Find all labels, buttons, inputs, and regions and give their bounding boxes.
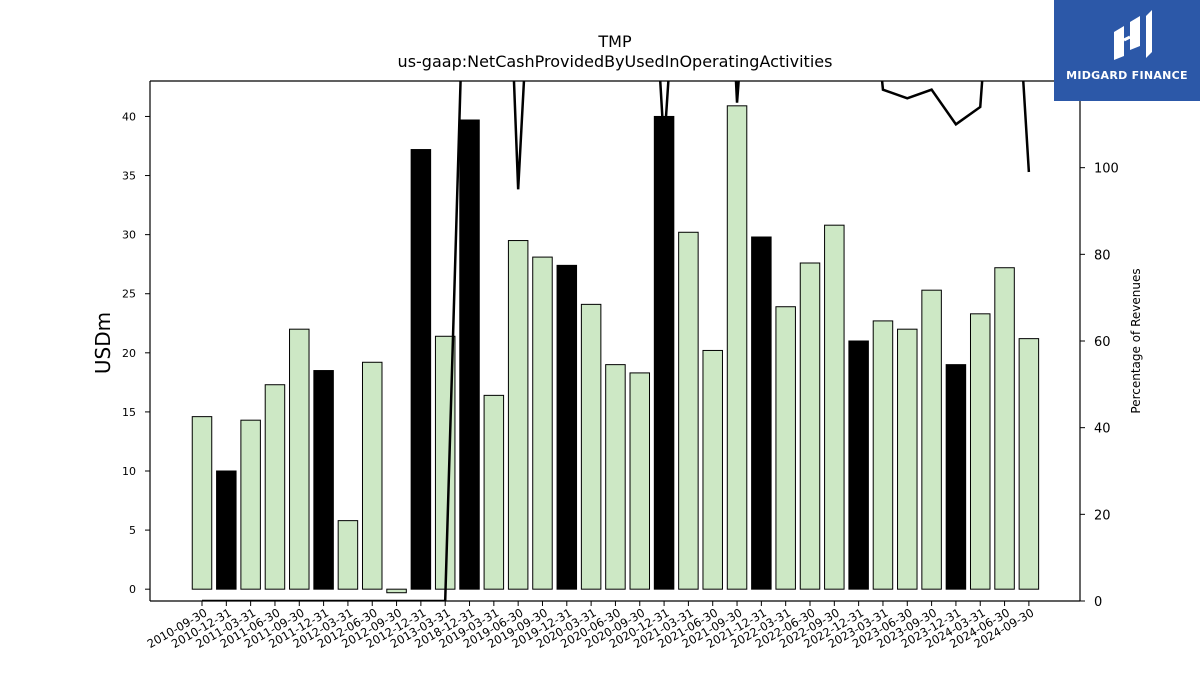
ytick-label-10: 10 <box>122 465 136 478</box>
ytick-label-25: 25 <box>122 288 136 301</box>
brand-logo: MIDGARD FINANCE <box>1054 0 1200 101</box>
midgard-logo-icon <box>1114 10 1152 60</box>
ytick-label-5: 5 <box>129 524 136 537</box>
bar-2021-03-31 <box>678 231 699 590</box>
bar-2024-06-30 <box>994 267 1015 590</box>
ytick-label-30: 30 <box>122 229 136 242</box>
bar-2019-09-30 <box>532 256 553 590</box>
y2tick-label-20: 20 <box>1094 508 1111 523</box>
y2tick-label-100: 100 <box>1094 162 1119 177</box>
bar-2021-09-30 <box>726 105 748 590</box>
bar-2024-03-31 <box>969 313 991 590</box>
bar-2023-12-31 <box>945 364 967 590</box>
bar-2012-09-30 <box>386 588 407 594</box>
ytick-label-15: 15 <box>122 406 136 419</box>
bar-2020-03-31 <box>580 303 602 590</box>
y2tick-label-80: 80 <box>1094 248 1111 263</box>
plot-area <box>191 81 1040 601</box>
ytick-label-0: 0 <box>129 583 136 596</box>
chart-subtitle: us-gaap:NetCashProvidedByUsedInOperating… <box>397 52 833 71</box>
bar-2022-03-31 <box>775 306 796 590</box>
bar-2011-09-30 <box>289 328 310 590</box>
chart-title: TMP <box>598 32 632 51</box>
bar-2023-06-30 <box>897 328 918 590</box>
y-axis-label: USDm <box>91 312 115 374</box>
bar-2012-06-30 <box>361 361 383 590</box>
bar-2020-09-30 <box>629 372 651 590</box>
bar-2023-09-30 <box>921 289 942 590</box>
brand-name: MIDGARD FINANCE <box>1066 69 1188 82</box>
bar-2023-03-31 <box>872 320 894 590</box>
bar-2011-06-30 <box>264 384 286 590</box>
bar-2021-06-30 <box>702 349 723 590</box>
bar-2020-06-30 <box>605 364 626 590</box>
bar-2022-09-30 <box>824 224 845 590</box>
bar-2024-09-30 <box>1018 338 1040 590</box>
bar-2019-06-30 <box>507 240 529 590</box>
ytick-label-35: 35 <box>122 170 136 183</box>
bar-2012-12-31 <box>410 149 432 590</box>
bar-2020-12-31 <box>653 115 675 590</box>
bar-2022-12-31 <box>848 340 869 590</box>
bar-2010-12-31 <box>216 470 237 590</box>
bar-2019-12-31 <box>556 264 578 590</box>
bar-2018-12-31 <box>459 119 480 590</box>
bar-2021-12-31 <box>751 236 772 590</box>
bar-2022-06-30 <box>799 262 821 590</box>
bar-2011-12-31 <box>313 370 334 590</box>
ytick-label-40: 40 <box>122 110 136 123</box>
bar-2012-03-31 <box>337 520 359 590</box>
bar-2010-09-30 <box>191 416 213 590</box>
bar-2011-03-31 <box>240 419 261 590</box>
y2tick-label-40: 40 <box>1094 422 1111 437</box>
bar-2019-03-31 <box>483 394 505 590</box>
y2tick-label-60: 60 <box>1094 335 1111 350</box>
y2tick-label-0: 0 <box>1094 595 1102 610</box>
revenue-pct-line <box>202 81 1031 601</box>
ytick-label-20: 20 <box>122 347 136 360</box>
y2-axis-label: Percentage of Revenues <box>1129 268 1143 413</box>
